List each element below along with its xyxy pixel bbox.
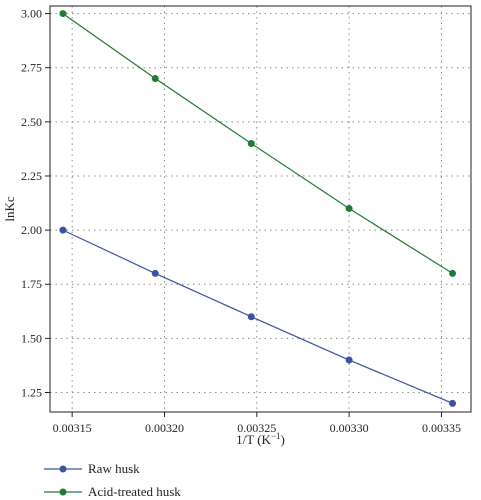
y-tick-label: 1.25 [21,386,42,400]
axis-ticks: 0.00315 0.00320 0.00325 0.00330 0.00335 1.25 1… [21,7,461,435]
data-point [151,75,159,83]
y-tick-label: 2.25 [21,169,42,183]
x-tick-label: 0.00335 [422,421,461,435]
y-tick-label: 2.75 [21,61,42,75]
data-point [247,313,255,321]
y-tick-label: 1.75 [21,277,42,291]
y-tick-label: 2.00 [21,223,42,237]
series-2 [59,10,457,277]
x-tick-label: 0.00320 [145,421,184,435]
series-line [62,229,453,404]
data-point [59,226,67,234]
x-tick-label: 0.00315 [53,421,92,435]
series [59,10,457,407]
plot-frame [49,5,472,413]
x-tick-label: 0.00330 [330,421,369,435]
data-point [151,269,159,277]
x-tick-label: 0.00325 [237,421,276,435]
y-tick-label: 3.00 [21,7,42,21]
legend: Raw husk Acid-treated husk [44,461,181,499]
data-point [345,204,353,212]
data-point [345,356,353,364]
legend-item: Raw husk [44,461,140,476]
series-1 [59,226,457,407]
series-line [62,13,453,274]
y-axis-title: lnKc [2,196,17,222]
data-point [247,139,255,147]
x-axis-title: 1/T (K−1) [236,431,285,447]
data-point [59,10,67,18]
data-point [449,399,457,407]
legend-item: Acid-treated husk [44,484,181,499]
y-tick-label: 2.50 [21,115,42,129]
data-point [449,269,457,277]
grid [50,6,471,412]
legend-swatch-marker [59,488,67,496]
legend-swatch-marker [59,465,67,473]
legend-label: Acid-treated husk [88,484,181,499]
legend-label: Raw husk [88,461,140,476]
y-tick-label: 1.50 [21,331,42,345]
